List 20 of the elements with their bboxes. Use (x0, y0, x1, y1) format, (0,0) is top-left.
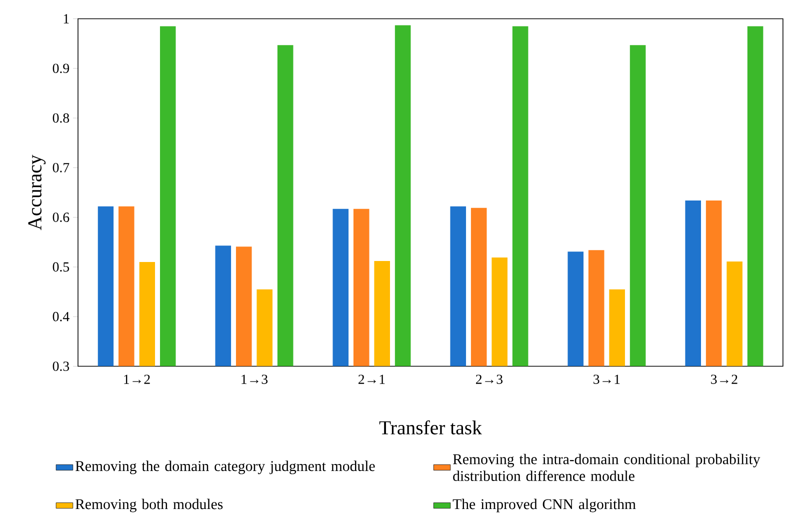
x-tick-label: 1→2 (124, 374, 150, 384)
y-tick-label: 0.9 (52, 64, 70, 73)
x-tick-label: 3→2 (711, 374, 738, 384)
y-tick-label: 0.6 (52, 212, 70, 222)
x-tick-label: 2→3 (476, 374, 502, 384)
x-tick-label: 3→1 (594, 374, 620, 384)
y-tick-label: 1 (64, 14, 69, 24)
y-tick-label: 0.4 (52, 312, 70, 322)
legend-label: The improved CNN algorithm (452, 498, 636, 512)
legend-label: Removing the intra-domain conditional probability distribution difference module (453, 454, 760, 481)
x-tick-label: 1→3 (242, 374, 268, 384)
y-tick-label: 0.7 (52, 162, 70, 172)
y-tick-label: 0.8 (52, 113, 70, 123)
y-axis-title: Accuracy (28, 154, 46, 230)
x-tick-label: 2→1 (358, 374, 385, 384)
y-tick-label: 0.5 (52, 262, 70, 272)
legend-label: Removing both modules (75, 498, 223, 512)
x-axis-title: Transfer task (379, 420, 482, 434)
legend-label: Removing the domain category judgment module (75, 460, 375, 474)
y-tick-label: 0.3 (52, 361, 70, 371)
